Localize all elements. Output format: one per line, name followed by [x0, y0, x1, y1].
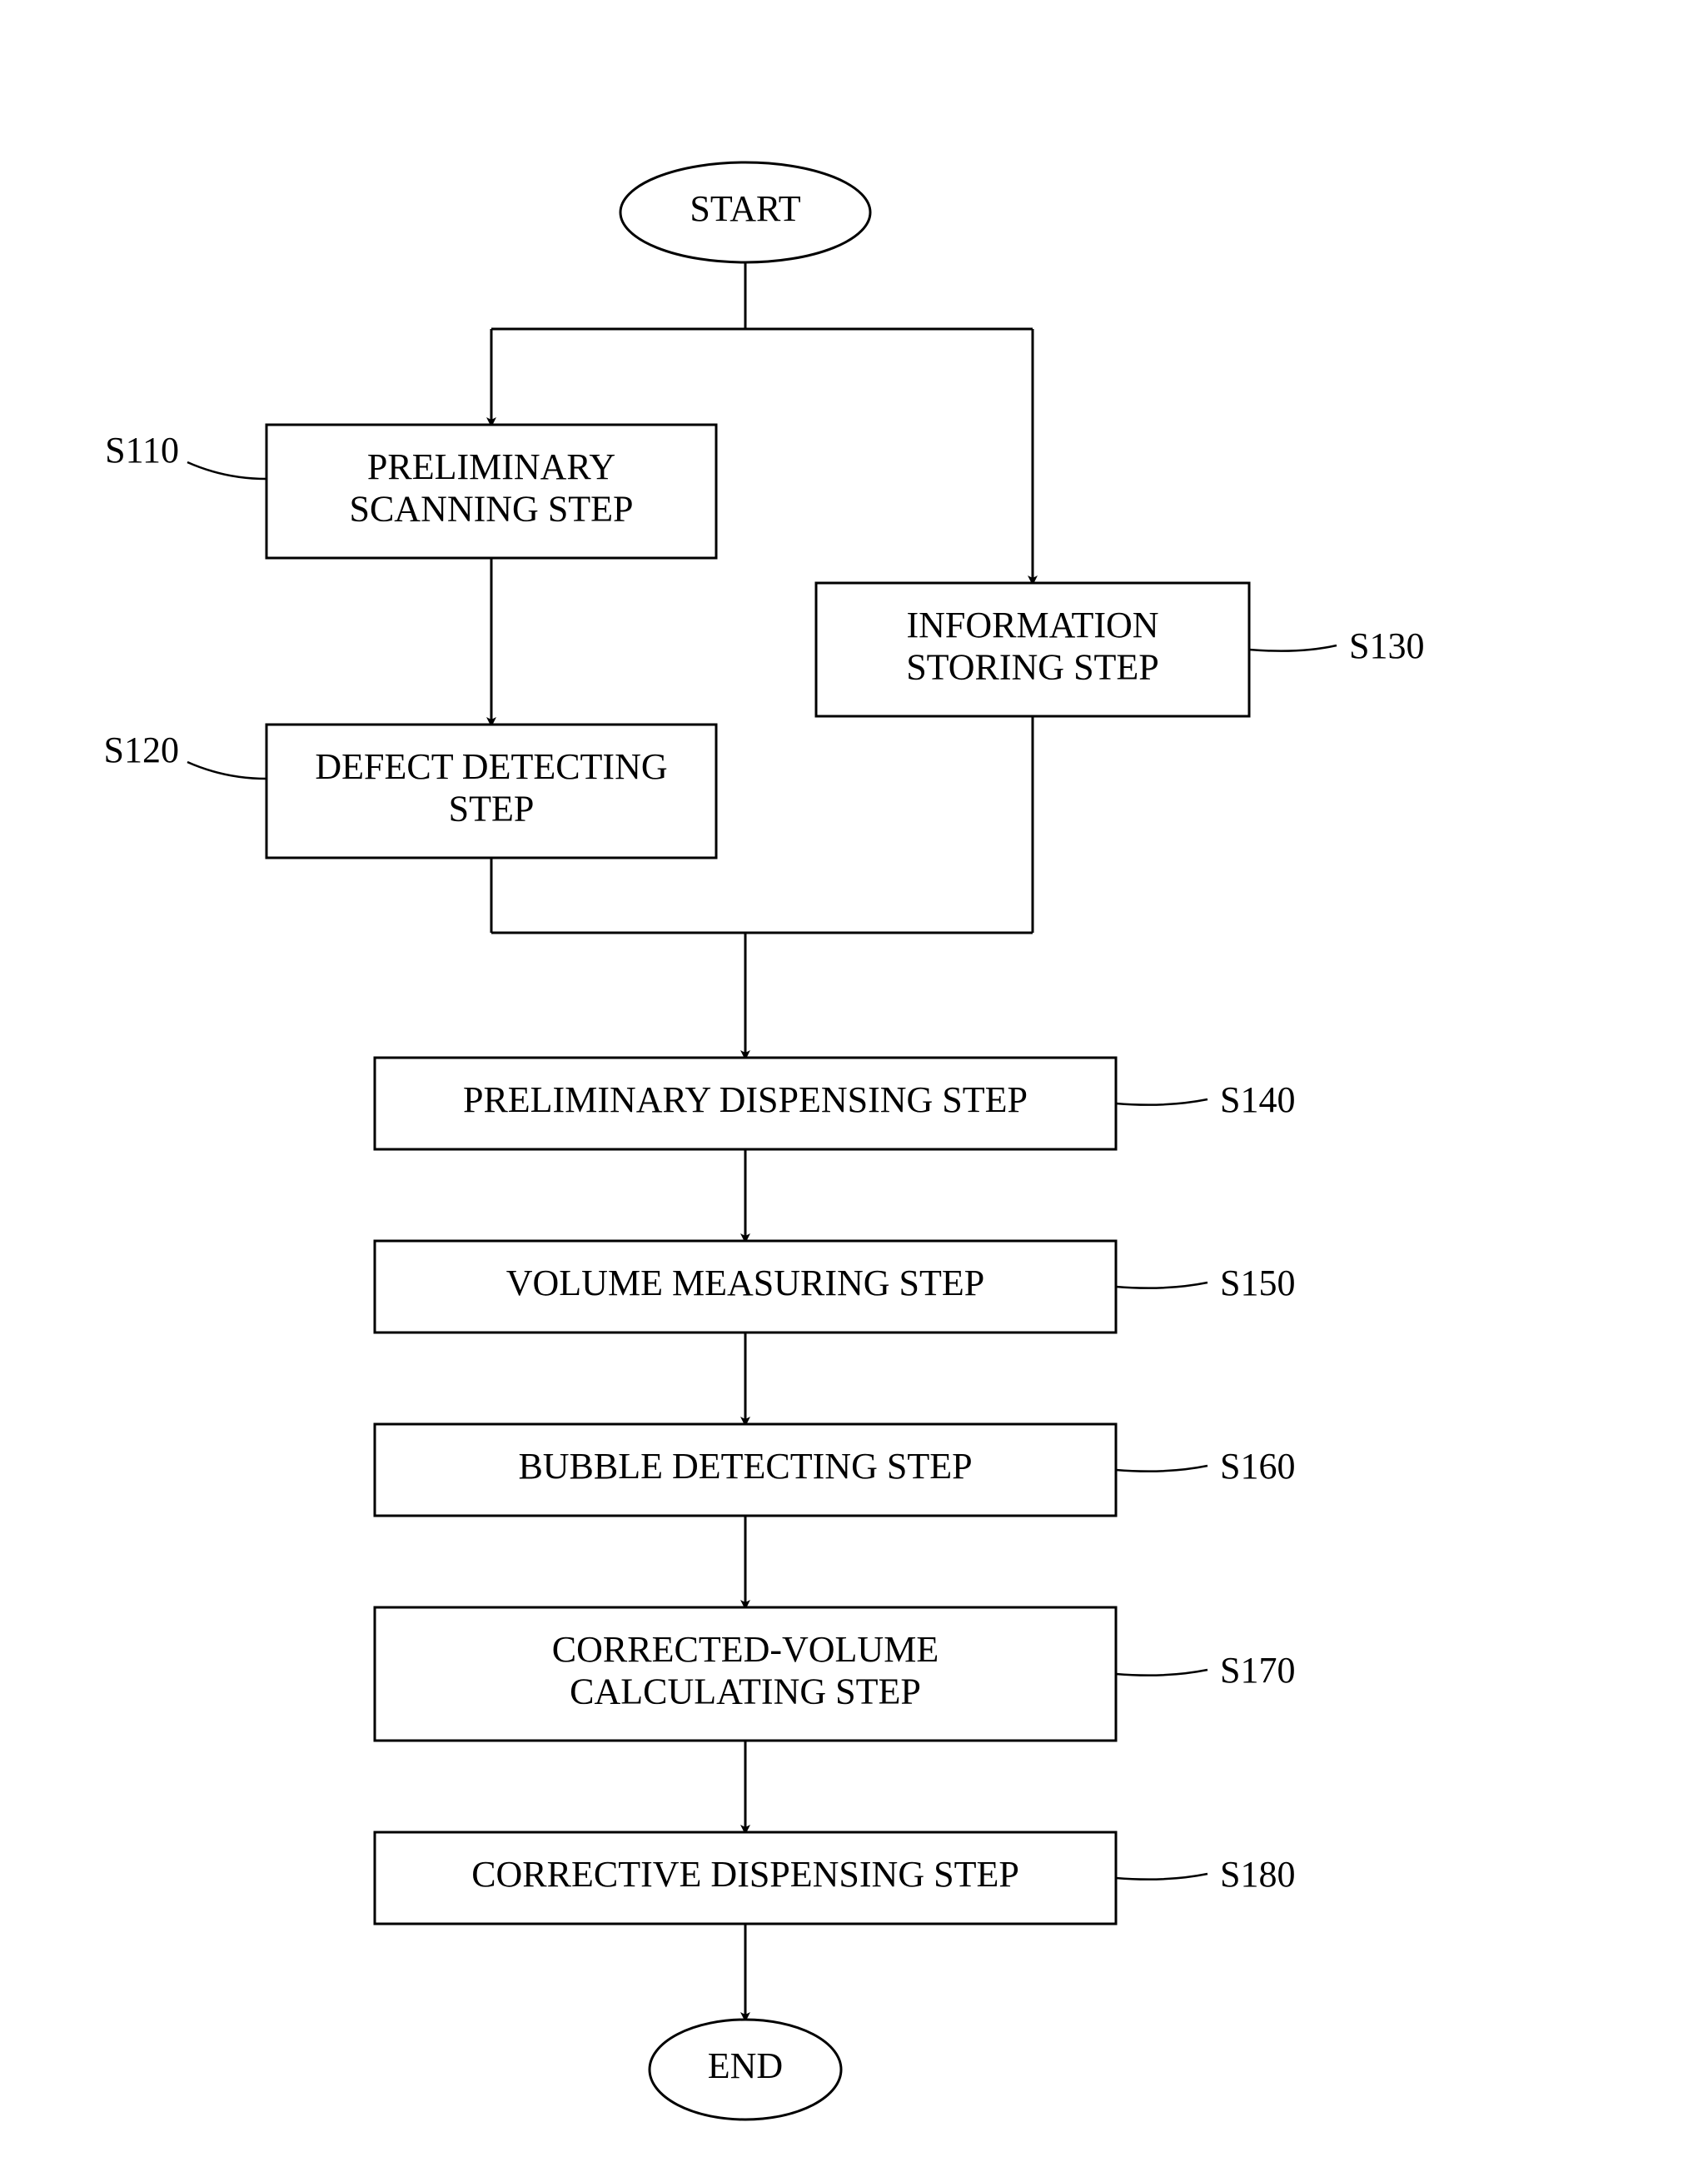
node-s170-label-0: CORRECTED-VOLUME: [552, 1629, 939, 1670]
ref-S160-label: S160: [1220, 1446, 1295, 1487]
node-s150-label-0: VOLUME MEASURING STEP: [506, 1263, 984, 1303]
node-start-label-0: START: [690, 188, 800, 229]
node-s170-label-1: CALCULATING STEP: [570, 1671, 921, 1711]
node-s130-label-1: STORING STEP: [906, 646, 1159, 687]
ref-S120: S120: [104, 730, 266, 779]
ref-S150: S150: [1116, 1263, 1295, 1303]
ref-S150-leader: [1116, 1283, 1208, 1288]
ref-S130-label: S130: [1349, 625, 1424, 666]
ref-S150-label: S150: [1220, 1263, 1295, 1303]
node-s130: INFORMATIONSTORING STEP: [816, 583, 1249, 716]
ref-S160: S160: [1116, 1446, 1295, 1487]
ref-S110-label: S110: [105, 430, 179, 471]
node-s120: DEFECT DETECTINGSTEP: [266, 725, 716, 858]
ref-S140-label: S140: [1220, 1079, 1295, 1120]
ref-S130: S130: [1249, 625, 1424, 666]
node-s110-label-1: SCANNING STEP: [349, 488, 633, 529]
ref-S180-leader: [1116, 1874, 1208, 1880]
ref-S170-label: S170: [1220, 1650, 1295, 1691]
ref-S160-leader: [1116, 1466, 1208, 1472]
ref-S130-leader: [1249, 645, 1337, 651]
ref-S140-leader: [1116, 1099, 1208, 1105]
ref-S110: S110: [105, 430, 266, 479]
node-s160-label-0: BUBBLE DETECTING STEP: [518, 1446, 972, 1487]
node-s150: VOLUME MEASURING STEP: [375, 1241, 1116, 1333]
node-s180-label-0: CORRECTIVE DISPENSING STEP: [471, 1854, 1019, 1895]
node-s110-label-0: PRELIMINARY: [367, 446, 615, 487]
ref-S110-leader: [187, 462, 266, 479]
node-s120-label-0: DEFECT DETECTING: [315, 746, 667, 787]
node-s110: PRELIMINARYSCANNING STEP: [266, 425, 716, 558]
node-s140-label-0: PRELIMINARY DISPENSING STEP: [463, 1079, 1028, 1120]
ref-S170-leader: [1116, 1670, 1208, 1676]
ref-S170: S170: [1116, 1650, 1295, 1691]
ref-S120-label: S120: [104, 730, 179, 770]
ref-S120-leader: [187, 762, 266, 779]
node-s160: BUBBLE DETECTING STEP: [375, 1424, 1116, 1516]
flowchart: START PRELIMINARYSCANNING STEP DEFECT DETE…: [0, 0, 1708, 2162]
node-s170: CORRECTED-VOLUMECALCULATING STEP: [375, 1607, 1116, 1741]
ref-S180: S180: [1116, 1854, 1295, 1895]
node-end-label-0: END: [708, 2045, 783, 2086]
node-end: END: [650, 2020, 841, 2120]
node-s140: PRELIMINARY DISPENSING STEP: [375, 1058, 1116, 1149]
ref-S180-label: S180: [1220, 1854, 1295, 1895]
node-s130-label-0: INFORMATION: [906, 605, 1158, 645]
node-start: START: [620, 162, 870, 262]
node-s120-label-1: STEP: [449, 788, 535, 829]
ref-S140: S140: [1116, 1079, 1295, 1120]
node-s180: CORRECTIVE DISPENSING STEP: [375, 1832, 1116, 1924]
